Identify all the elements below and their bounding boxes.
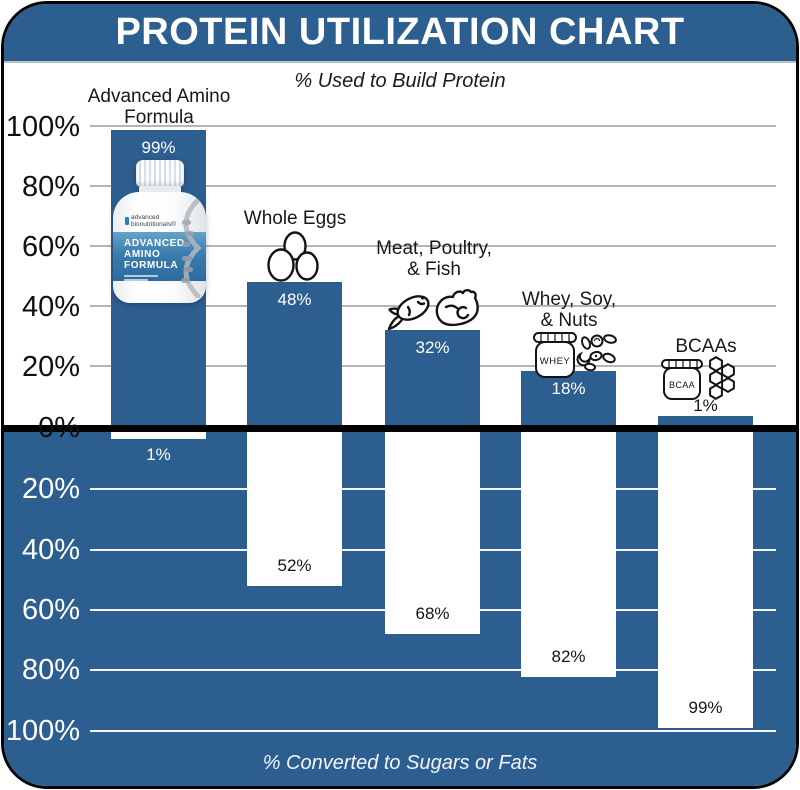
caption-used-to-build-protein: % Used to Build Protein (294, 70, 506, 92)
bottle-fine-print (124, 279, 148, 281)
bottle-label-line: AMINO (124, 249, 161, 260)
category-label-whole-eggs: Whole Eggs (200, 208, 390, 229)
bar-down-whey-soy-nuts: 82% (521, 432, 616, 677)
brand-line: advanced (131, 214, 160, 221)
bar-value: 68% (415, 604, 450, 623)
whole-eggs-icon (267, 231, 319, 282)
fish-and-chicken-icon (387, 289, 479, 331)
bottle-neck (138, 186, 181, 194)
category-label-bcaas: BCAAs (611, 336, 796, 357)
caption-converted-to-sugars-or-fats: % Converted to Sugars or Fats (262, 752, 538, 774)
y-tick-zero: 0% (38, 412, 80, 444)
gridline-bottom-80 (90, 669, 776, 671)
y-tick-bottom-100: 100% (5, 715, 80, 747)
bar-down-meat-poultry-fish: 68% (385, 432, 480, 634)
bar-value: 99% (141, 138, 176, 157)
category-line: & Fish (407, 259, 461, 280)
category-line: Advanced Amino (87, 86, 231, 107)
bottle-brand: advanced bionutritionals® (125, 214, 176, 228)
chart-header: PROTEIN UTILIZATION CHART (4, 4, 796, 63)
bar-down-bcaas: 99% (658, 432, 753, 728)
y-tick-bottom-60: 60% (21, 594, 80, 626)
category-label-whey-soy-nuts: Whey, Soy, & Nuts (474, 289, 664, 331)
bar-value-bcaas-up: 1% (693, 396, 718, 415)
y-tick-top-60: 60% (21, 231, 80, 263)
gridline-top-40 (90, 305, 776, 307)
bar-value: 48% (277, 290, 312, 309)
bar-up-whole-eggs: 48% (247, 282, 342, 425)
bcaa-jar-label: BCAA (669, 380, 695, 390)
supplement-bottle-image: advanced bionutritionals® ADVANCED AMINO… (113, 160, 206, 303)
y-tick-top-100: 100% (5, 111, 80, 143)
category-line: Formula (124, 107, 194, 128)
bar-value: 18% (551, 379, 586, 398)
bcaa-jar-and-honeycomb-icon: BCAA (661, 356, 735, 400)
bar-down-advanced-amino (111, 432, 206, 439)
bar-value: 99% (688, 698, 723, 717)
category-line: Whey, Soy, (521, 289, 617, 310)
bar-up-whey-soy-nuts: 18% (521, 371, 616, 425)
gridline-top-80 (90, 185, 776, 187)
category-line: BCAAs (675, 336, 737, 357)
bar-value: 32% (415, 338, 450, 357)
whey-jar-label: WHEY (540, 356, 571, 367)
bottle-fine-print (124, 275, 158, 277)
dna-helix-icon (181, 198, 202, 298)
y-tick-bottom-40: 40% (21, 534, 80, 566)
gridline-bottom-100 (90, 730, 776, 732)
gridline-top-100 (90, 125, 776, 127)
y-tick-top-40: 40% (21, 291, 80, 323)
gridline-top-60 (90, 245, 776, 247)
bottle-cap (135, 160, 184, 187)
bar-up-meat-poultry-fish: 32% (385, 330, 480, 425)
category-line: Whole Eggs (243, 208, 347, 229)
bar-up-bcaas (658, 416, 753, 425)
brand-text: advanced bionutritionals® (131, 214, 176, 228)
y-tick-top-80: 80% (21, 171, 80, 203)
brand-logo-icon (125, 217, 129, 225)
bar-value: 82% (551, 647, 586, 666)
bottle-body: advanced bionutritionals® ADVANCED AMINO… (113, 192, 206, 303)
bar-value: 52% (277, 556, 312, 575)
category-line: Meat, Poultry, (376, 238, 492, 259)
bottle-label-line: ADVANCED (124, 238, 185, 249)
y-tick-bottom-20: 20% (21, 473, 80, 505)
whey-jar-and-nuts-icon: WHEY (533, 332, 617, 378)
brand-line: bionutritionals® (131, 221, 176, 228)
page-title: PROTEIN UTILIZATION CHART (115, 11, 685, 53)
bottle-label-line: FORMULA (124, 260, 179, 271)
bar-value-advanced-amino-down: 1% (146, 445, 171, 464)
zero-baseline (4, 425, 796, 432)
category-label-advanced-amino-formula: Advanced Amino Formula (64, 86, 254, 128)
category-line: & Nuts (540, 310, 598, 331)
y-tick-top-20: 20% (21, 351, 80, 383)
category-label-meat-poultry-fish: Meat, Poultry, & Fish (339, 238, 529, 280)
bar-down-whole-eggs: 52% (247, 432, 342, 586)
y-tick-bottom-80: 80% (21, 654, 80, 686)
